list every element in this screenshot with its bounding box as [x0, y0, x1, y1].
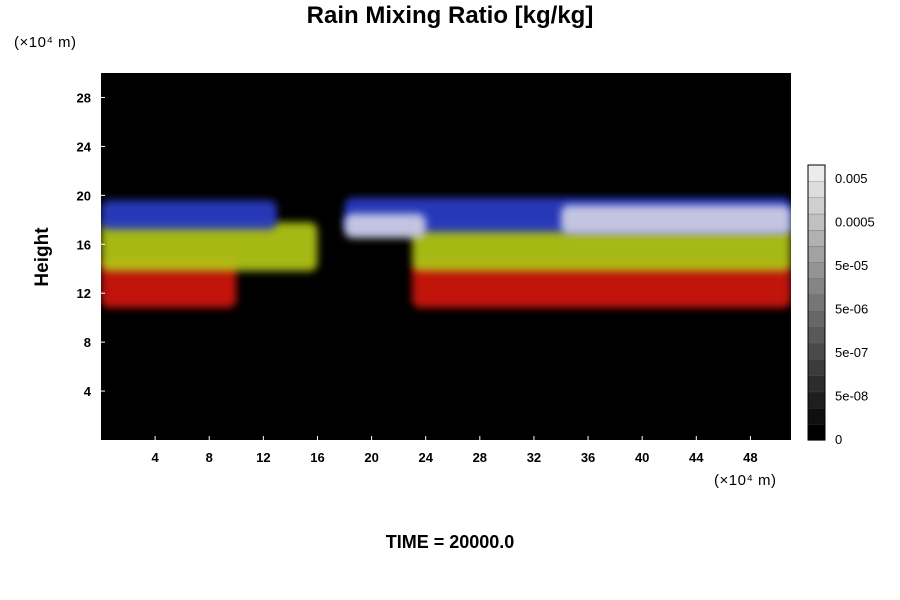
colorbar-swatch: [807, 245, 826, 263]
colorbar-swatch: [807, 213, 826, 231]
time-label: TIME = 20000.0: [385, 532, 515, 552]
colorbar-swatch: [807, 197, 826, 215]
cloud-layer-1-0: [101, 222, 318, 272]
x-tick-label: 12: [256, 450, 270, 465]
x-tick-label: 36: [581, 450, 595, 465]
x-axis-unit: (×10⁴ m): [714, 472, 777, 489]
x-tick-label: 28: [473, 450, 487, 465]
x-tick-label: 4: [152, 450, 160, 465]
colorbar-swatch: [807, 310, 826, 328]
colorbar-swatch: [807, 375, 826, 393]
colorbar-frame: [807, 164, 826, 441]
x-tick-label: 8: [206, 450, 213, 465]
colorbar-label: 5e-06: [835, 302, 868, 317]
chart-title: Rain Mixing Ratio [kg/kg]: [306, 2, 594, 29]
colorbar-label: 5e-05: [835, 258, 868, 273]
colorbar-swatch: [807, 294, 826, 312]
cloud-layer-1-1: [412, 225, 791, 272]
y-tick-label: 24: [77, 139, 92, 154]
colorbar-swatch: [807, 407, 826, 425]
colorbar-label: 5e-08: [835, 389, 868, 404]
colorbar-swatch: [807, 278, 826, 296]
colorbar-label: 5e-07: [835, 345, 868, 360]
colorbar-label: 0.005: [835, 171, 868, 186]
cloud-layer-3-1: [561, 205, 791, 235]
colorbar-swatch: [807, 164, 826, 182]
cloud-layer-0-1: [412, 262, 791, 308]
x-tick-label: 48: [743, 450, 757, 465]
y-tick-label: 8: [84, 335, 91, 350]
colorbar-label: 0.0005: [835, 215, 875, 230]
colorbar-swatch: [807, 342, 826, 360]
x-tick-label: 32: [527, 450, 541, 465]
x-tick-label: 16: [310, 450, 324, 465]
colorbar-swatch: [807, 229, 826, 247]
y-tick-label: 16: [77, 237, 91, 252]
x-tick-label: 44: [689, 450, 704, 465]
y-tick-label: 28: [77, 90, 91, 105]
colorbar-swatch: [807, 423, 826, 441]
cloud-layer-2-0: [101, 200, 277, 230]
colorbar-swatch: [807, 261, 826, 279]
x-tick-label: 20: [364, 450, 378, 465]
colorbar-swatch: [807, 358, 826, 376]
cloud-layer-3-0: [344, 213, 426, 239]
colorbar-swatch: [807, 326, 826, 344]
colorbar-swatch: [807, 181, 826, 199]
y-tick-label: 20: [77, 188, 91, 203]
x-tick-label: 24: [418, 450, 433, 465]
y-tick-label: 12: [77, 286, 91, 301]
colorbar-swatch: [807, 391, 826, 409]
colorbar-label: 0: [835, 432, 842, 447]
y-axis-unit: (×10⁴ m): [14, 34, 77, 51]
y-tick-label: 4: [84, 384, 92, 399]
x-tick-label: 40: [635, 450, 649, 465]
